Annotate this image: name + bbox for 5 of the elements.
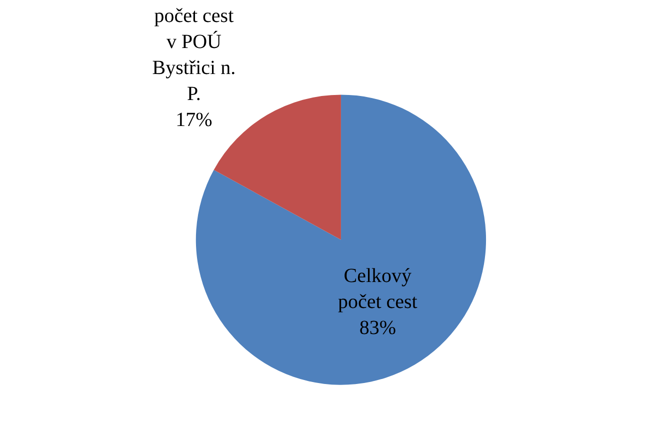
slice-label: Celkový počet cest: [338, 265, 418, 314]
slice-label: počet cest v POÚ Bystřici n. P.: [152, 5, 236, 106]
data-label: 17%: [176, 109, 212, 132]
data-label: 83%: [359, 317, 396, 340]
pie-slice: [214, 94, 341, 240]
